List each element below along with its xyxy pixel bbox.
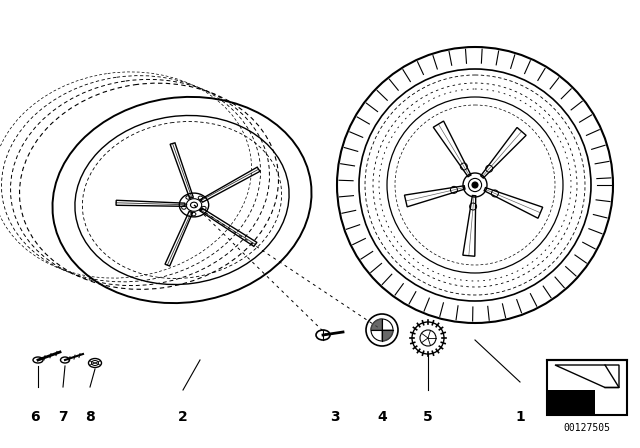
Text: 8: 8: [85, 410, 95, 424]
Bar: [547, 390, 595, 415]
Text: 6: 6: [30, 410, 40, 424]
Text: 2: 2: [178, 410, 188, 424]
Text: 5: 5: [423, 410, 433, 424]
Bar: [547, 360, 627, 415]
Polygon shape: [371, 319, 382, 330]
Text: 1: 1: [515, 410, 525, 424]
Circle shape: [472, 182, 478, 188]
Polygon shape: [382, 330, 393, 341]
Text: 00127505: 00127505: [563, 423, 611, 433]
Text: 7: 7: [58, 410, 68, 424]
Text: 3: 3: [330, 410, 340, 424]
Text: 4: 4: [377, 410, 387, 424]
